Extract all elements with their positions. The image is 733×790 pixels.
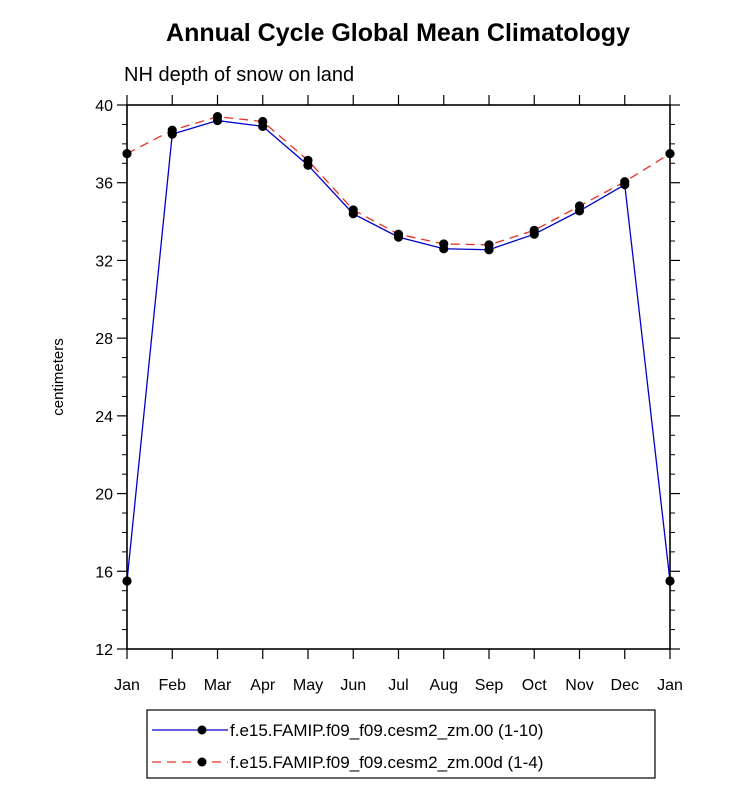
x-tick-label: Mar: [204, 677, 232, 694]
x-tick-label: Jan: [114, 677, 140, 694]
legend-marker-series-2: [197, 757, 207, 767]
legend: f.e15.FAMIP.f09_f09.cesm2_zm.00 (1-10) f…: [146, 709, 656, 779]
series-points: [122, 112, 675, 586]
series-2-point-jul: [393, 229, 404, 239]
x-tick-label: Feb: [158, 677, 186, 694]
series-2-point-mar: [212, 112, 223, 122]
y-tick-label: 28: [95, 331, 113, 348]
y-tick-label: 40: [95, 98, 113, 115]
x-tick-labels: Jan Feb Mar Apr May Jun Jul Aug Sep Oct Nov Dec Jan: [114, 677, 683, 694]
x-tick-label: Jan: [657, 677, 683, 694]
series-line-1: [126, 119, 671, 582]
y-tick-label: 36: [95, 176, 113, 193]
y-tick-label: 12: [95, 642, 113, 659]
x-tick-label: Oct: [522, 677, 547, 694]
chart-title: Annual Cycle Global Mean Climatology: [166, 19, 630, 47]
y-tick-label: 32: [95, 253, 113, 270]
series-2-point-jun: [348, 205, 358, 215]
series-2-point-sep: [484, 240, 494, 250]
x-tick-label: Jun: [340, 677, 366, 694]
x-tick-label: Aug: [430, 677, 458, 694]
legend-marker-series-1: [197, 725, 207, 735]
chart-subtitle: NH depth of snow on land: [124, 64, 354, 86]
legend-box: [146, 709, 656, 779]
y-tick-labels: 12 16 20 24 28 32 36 40: [95, 98, 113, 659]
series-2-point-nov: [574, 201, 585, 211]
x-tick-label: Jul: [388, 677, 408, 694]
y-tick-label: 16: [95, 564, 113, 581]
x-tick-label: May: [293, 677, 323, 694]
x-tick-label: Sep: [475, 677, 504, 694]
series-lines: [126, 115, 671, 582]
y-tick-label: 24: [95, 409, 113, 426]
series-2-point-aug: [439, 239, 449, 249]
series-2-point-may: [303, 155, 313, 165]
axis-ticks: [117, 95, 680, 659]
series-2-point-dec: [620, 177, 630, 187]
x-tick-label: Apr: [250, 677, 276, 694]
legend-label-series-1: f.e15.FAMIP.f09_f09.cesm2_zm.00 (1-10): [230, 721, 543, 740]
plot-frame: [126, 104, 671, 650]
x-tick-label: Nov: [565, 677, 593, 694]
series-line-2: [126, 115, 671, 246]
x-tick-label: Dec: [611, 677, 639, 694]
series-2-point-oct: [529, 225, 539, 235]
series-2-point-apr: [258, 116, 268, 127]
y-axis-label: centimeters: [50, 338, 67, 416]
legend-label-series-2: f.e15.FAMIP.f09_f09.cesm2_zm.00d (1-4): [230, 753, 543, 772]
series-2-point-feb: [167, 125, 177, 135]
y-tick-label: 20: [95, 487, 113, 504]
